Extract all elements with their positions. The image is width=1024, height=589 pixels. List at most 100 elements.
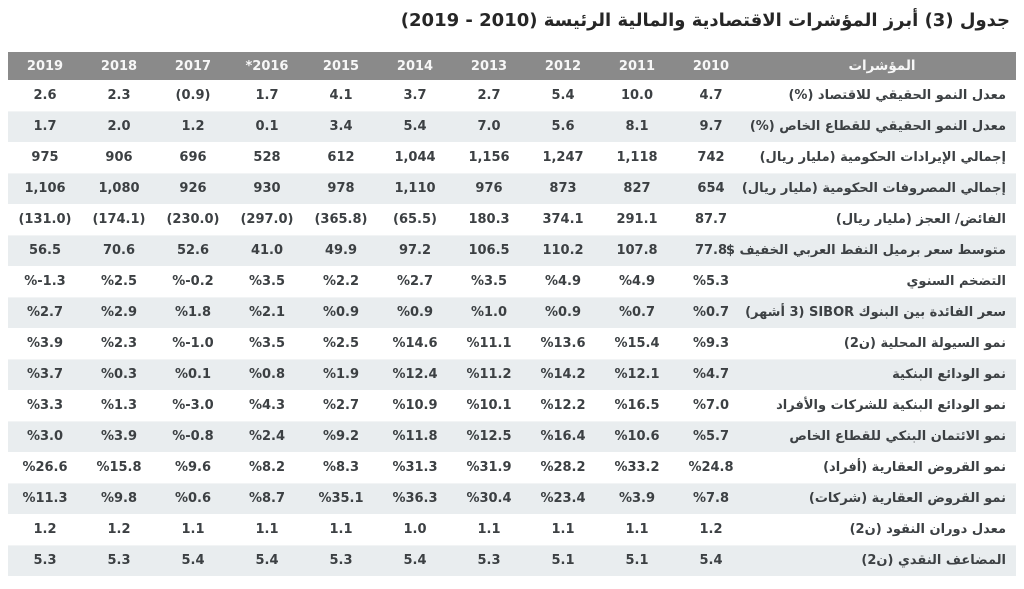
value-cell: 906 xyxy=(105,150,133,165)
value-cell: %15.8 xyxy=(96,460,142,475)
value-cell: (297.0) xyxy=(240,212,294,227)
value-cell: %28.2 xyxy=(540,460,586,475)
value-cell: %3.9 xyxy=(26,336,64,351)
value-cell: 5.4 xyxy=(255,553,279,568)
value-cell: %1.0 xyxy=(470,305,508,320)
table-body: 2.6 2.3 (0.9) 1.7 4.1 3.7 2.7 5.4 10.0 4.7 معدل ال… xyxy=(8,80,1016,576)
value-cell: %10.1 xyxy=(466,398,512,413)
value-cell: 5.4 xyxy=(403,119,427,134)
value-cell: %11.8 xyxy=(392,429,438,444)
value-cell: %7.8 xyxy=(692,491,730,506)
value-cell: 1.7 xyxy=(255,87,279,103)
indicators-table: 2019 2018 2017 *2016 2015 2014 2013 2012 2011 201… xyxy=(8,52,1016,577)
indicator-label: متوسط سعر برميل النفط العربي الخفيف $ xyxy=(725,243,1006,258)
table-row: 1,106 1,080 926 930 978 1,110 976 873 827 654 إجما… xyxy=(8,173,1016,204)
indicator-label: معدل دوران النقود (ن2) xyxy=(849,522,1006,537)
value-cell: 0.1 xyxy=(255,119,279,134)
value-cell: %5.7 xyxy=(692,429,730,444)
value-cell: 1,080 xyxy=(98,181,140,196)
value-cell: 5.3 xyxy=(107,553,131,568)
year-header-2016: *2016 xyxy=(245,58,289,74)
table-row: %3.0 %3.9 %-0.8 %2.4 %9.2 %11.8 %12.5 %16.4 %10.… xyxy=(8,421,1016,452)
value-cell: %1.3 xyxy=(100,398,138,413)
value-cell: %1.8 xyxy=(174,305,212,320)
value-cell: 9.7 xyxy=(699,119,723,134)
year-header-2018: 2018 xyxy=(100,58,138,74)
value-cell: 1.1 xyxy=(255,522,279,537)
value-cell: 8.1 xyxy=(625,119,649,134)
value-cell: %-0.2 xyxy=(172,274,214,289)
value-cell: %0.3 xyxy=(100,367,138,382)
value-cell: %33.2 xyxy=(614,460,660,475)
value-cell: 49.9 xyxy=(324,243,358,258)
value-cell: %12.5 xyxy=(466,429,512,444)
value-cell: 5.4 xyxy=(699,553,723,568)
value-cell: %11.1 xyxy=(466,336,512,351)
year-header-2010: 2010 xyxy=(692,58,730,74)
value-cell: 56.5 xyxy=(28,243,62,258)
value-cell: %3.5 xyxy=(470,274,508,289)
value-cell: 1,110 xyxy=(394,181,436,196)
indicator-label: نمو السيولة المحلية (ن2) xyxy=(843,336,1006,351)
value-cell: %-0.8 xyxy=(172,429,214,444)
table-row: (131.0) (174.1) (230.0) (297.0) (365.8) (65.5… xyxy=(8,204,1016,235)
value-cell: 107.8 xyxy=(616,243,658,258)
value-cell: %16.4 xyxy=(540,429,586,444)
value-cell: 41.0 xyxy=(250,243,284,258)
value-cell: %0.1 xyxy=(174,367,212,382)
value-cell: (0.9) xyxy=(175,87,211,103)
value-cell: %31.9 xyxy=(466,460,512,475)
value-cell: 1.1 xyxy=(477,522,501,537)
value-cell: 5.1 xyxy=(551,553,575,568)
value-cell: %9.3 xyxy=(692,336,730,351)
value-cell: 4.7 xyxy=(699,87,723,103)
value-cell: 1.2 xyxy=(33,522,57,537)
value-cell: 1,118 xyxy=(616,150,658,165)
value-cell: 1,044 xyxy=(394,150,436,165)
indicator-label: نمو القروض العقارية (أفراد) xyxy=(823,460,1006,475)
value-cell: 70.6 xyxy=(102,243,136,258)
value-cell: 10.0 xyxy=(620,87,654,103)
value-cell: (365.8) xyxy=(314,212,368,227)
value-cell: 5.3 xyxy=(33,553,57,568)
indicator-label: سعر الفائدة بين البنوك SIBOR (3 أشهر) xyxy=(745,305,1006,320)
value-cell: %7.0 xyxy=(692,398,730,413)
table-row: 5.3 5.3 5.4 5.4 5.3 5.4 5.3 5.1 5.1 5.4 المضاعف ال… xyxy=(8,545,1016,576)
value-cell: 291.1 xyxy=(616,212,658,227)
value-cell: 77.8 xyxy=(694,243,728,258)
value-cell: %2.7 xyxy=(26,305,64,320)
value-cell: %8.3 xyxy=(322,460,360,475)
value-cell: %11.3 xyxy=(22,491,68,506)
value-cell: 2.0 xyxy=(107,119,131,134)
value-cell: 1.1 xyxy=(551,522,575,537)
value-cell: %16.5 xyxy=(614,398,660,413)
value-cell: 926 xyxy=(179,181,207,196)
value-cell: %3.5 xyxy=(248,274,286,289)
indicator-label: نمو القروض العقارية (شركات) xyxy=(808,491,1006,506)
indicator-label: المضاعف النقدي (ن2) xyxy=(861,553,1006,568)
value-cell: %0.9 xyxy=(396,305,434,320)
value-cell: %0.9 xyxy=(544,305,582,320)
value-cell: 1.1 xyxy=(625,522,649,537)
value-cell: (174.1) xyxy=(92,212,146,227)
value-cell: %2.9 xyxy=(100,305,138,320)
value-cell: %4.7 xyxy=(692,367,730,382)
table-row: %26.6 %15.8 %9.6 %8.2 %8.3 %31.3 %31.9 %28.2 %33… xyxy=(8,452,1016,483)
value-cell: 87.7 xyxy=(694,212,728,227)
value-cell: %23.4 xyxy=(540,491,586,506)
value-cell: %0.7 xyxy=(618,305,656,320)
value-cell: 5.4 xyxy=(551,87,575,103)
value-cell: %12.4 xyxy=(392,367,438,382)
value-cell: (65.5) xyxy=(393,212,437,227)
value-cell: %0.8 xyxy=(248,367,286,382)
value-cell: %0.7 xyxy=(692,305,730,320)
value-cell: 5.1 xyxy=(625,553,649,568)
table-row: %-1.3 %2.5 %-0.2 %3.5 %2.2 %2.7 %3.5 %4.9 %4.9 %5… xyxy=(8,266,1016,297)
value-cell: 696 xyxy=(179,150,207,165)
value-cell: %2.5 xyxy=(100,274,138,289)
value-cell: 1.2 xyxy=(107,522,131,537)
value-cell: 1.0 xyxy=(403,522,427,537)
table-row: 1.7 2.0 1.2 0.1 3.4 5.4 7.0 5.6 8.1 9.7 معدل النمو… xyxy=(8,111,1016,142)
value-cell: 1,156 xyxy=(468,150,510,165)
